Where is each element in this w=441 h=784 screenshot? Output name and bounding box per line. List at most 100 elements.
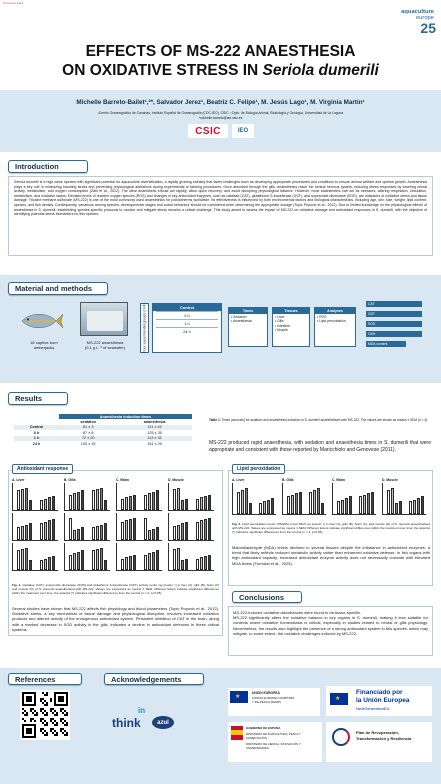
tank-photo [80,302,128,336]
chart-bar [29,500,32,510]
chart-bar [208,518,211,540]
tissues-item: • Muscle [275,328,288,333]
chart-bar [69,555,72,570]
chart-bar [133,555,136,570]
chart-bar [73,553,76,570]
chart-bar [17,490,20,510]
figure-panel: A. Liver [232,478,276,517]
mini-bar-chart [232,483,276,515]
chart-bar [263,501,266,514]
acknowledgements-heading: Acknowledgements [104,673,204,685]
chart-bar [104,523,107,540]
chart-bar [152,492,155,510]
ieo-logo: IEO [232,124,254,138]
chart-bar [129,556,132,570]
references-qr-code[interactable] [20,690,70,740]
chart-bar [200,557,203,570]
chart-bar [81,527,84,540]
mini-bar-chart [168,483,214,511]
chart-bar [152,552,155,570]
times-item: • Sedation [231,314,247,319]
chart-bar [204,496,207,510]
fig2-caption: Fig. 2. Lipid peroxidation levels (TBARS… [232,522,430,534]
chart-bar [92,490,95,510]
analysis-output: GST [366,311,422,317]
chart-bar [52,496,55,510]
chart-bar [177,488,180,510]
chart-bar [173,549,176,570]
chart-bar [77,552,80,570]
chart-bar [181,523,184,540]
chart-bar [185,499,188,510]
nextgen-eu-logo: ★ Financiado por la Unión Europea NextGe… [326,686,432,716]
chart-bar [148,493,151,510]
induction-table-wrap: Anaesthesia induction times sedation anae… [14,414,192,447]
chart-bar [77,529,80,540]
table-text: MS-222 produced rapid anaesthesia, with … [209,440,431,453]
chart-bar [181,500,184,510]
figure-panel-title: C. Brain [332,478,345,482]
poster-title: EFFECTS OF MS-222 ANAESTHESIA ON OXIDATI… [0,42,441,81]
chart-bar [349,496,352,514]
chart-bar [92,550,95,570]
chart-bar [148,553,151,570]
chart-bar [96,489,99,510]
mini-bar-chart [12,543,58,571]
cell-value: 72 ± 20 [81,436,95,441]
chart-bar [125,557,128,570]
chart-bar [295,493,298,514]
induction-table: Anaesthesia induction times sedation anae… [14,414,192,447]
chart-bar [177,525,180,540]
conclusions-heading: Conclusions [232,591,302,603]
chart-bar [133,495,136,510]
conference-logo-line1: aquaculture [401,9,434,15]
methods-heading: Material and methods [8,282,108,295]
results-heading: Results [8,392,68,405]
groups-label-box: Four experimental groups (n=4) [140,303,149,353]
figure-panel-title: D. Muscle [382,478,398,482]
antioxidant-heading: Antioxidant response [12,464,74,474]
chart-bar [21,526,24,540]
chart-bar [317,488,320,514]
figure-panel: D. Muscle [168,478,214,573]
chart-bar [237,492,240,514]
chart-bar [40,500,43,510]
chart-bar [363,495,366,514]
introduction-panel: Seriola dumerili is a high-value species… [8,176,433,256]
mini-bar-chart [64,543,110,571]
control-label: Control [153,304,221,311]
conference-logo: aquaculture europe 25 [382,9,436,38]
chart-bar [413,500,416,514]
cell-value: 125 ± 30 [147,430,163,435]
chart-bar [133,518,136,540]
chart-bar [341,500,344,514]
title-line1: EFFECTS OF MS-222 ANAESTHESIA [85,43,356,60]
lipid-figure: A. Liver B. Gills C. Brain D. Muscle [232,478,430,520]
chart-bar [359,496,362,514]
introduction-text: Seriola dumerili is a high-value species… [14,180,427,217]
figure-panel-title: C. Brain [116,478,129,482]
think-in-azul-logo: think in azul [112,706,176,740]
figure-panel-title: B. Gills [282,478,294,482]
mini-bar-chart [116,543,162,571]
chart-bar [156,550,159,570]
chart-bar [313,490,316,514]
cell-value: 113 ± 31 [147,436,162,441]
qr-code-icon [22,692,68,738]
cell-value: 161 ± 20 [147,441,163,446]
chart-bar [121,499,124,510]
chart-bar [144,555,147,570]
chart-bar [144,518,147,540]
chart-bar [48,557,51,570]
authors: Michelle Barreto-Bailet¹,²*, Salvador Je… [76,99,365,106]
chart-bar [104,500,107,510]
time-group-row: 24 h [156,327,218,335]
chart-bar [29,560,32,570]
figure-panel-title: A. Liver [12,478,25,482]
row-label: Control [29,425,44,430]
affiliations: ¹Centro Oceanográfico de Canarias, Insti… [97,111,344,115]
chart-bar [387,490,390,514]
chart-bar [44,559,47,570]
chart-bar [21,489,24,510]
fish-caption: 16 captive-born amberjacks [30,340,58,350]
